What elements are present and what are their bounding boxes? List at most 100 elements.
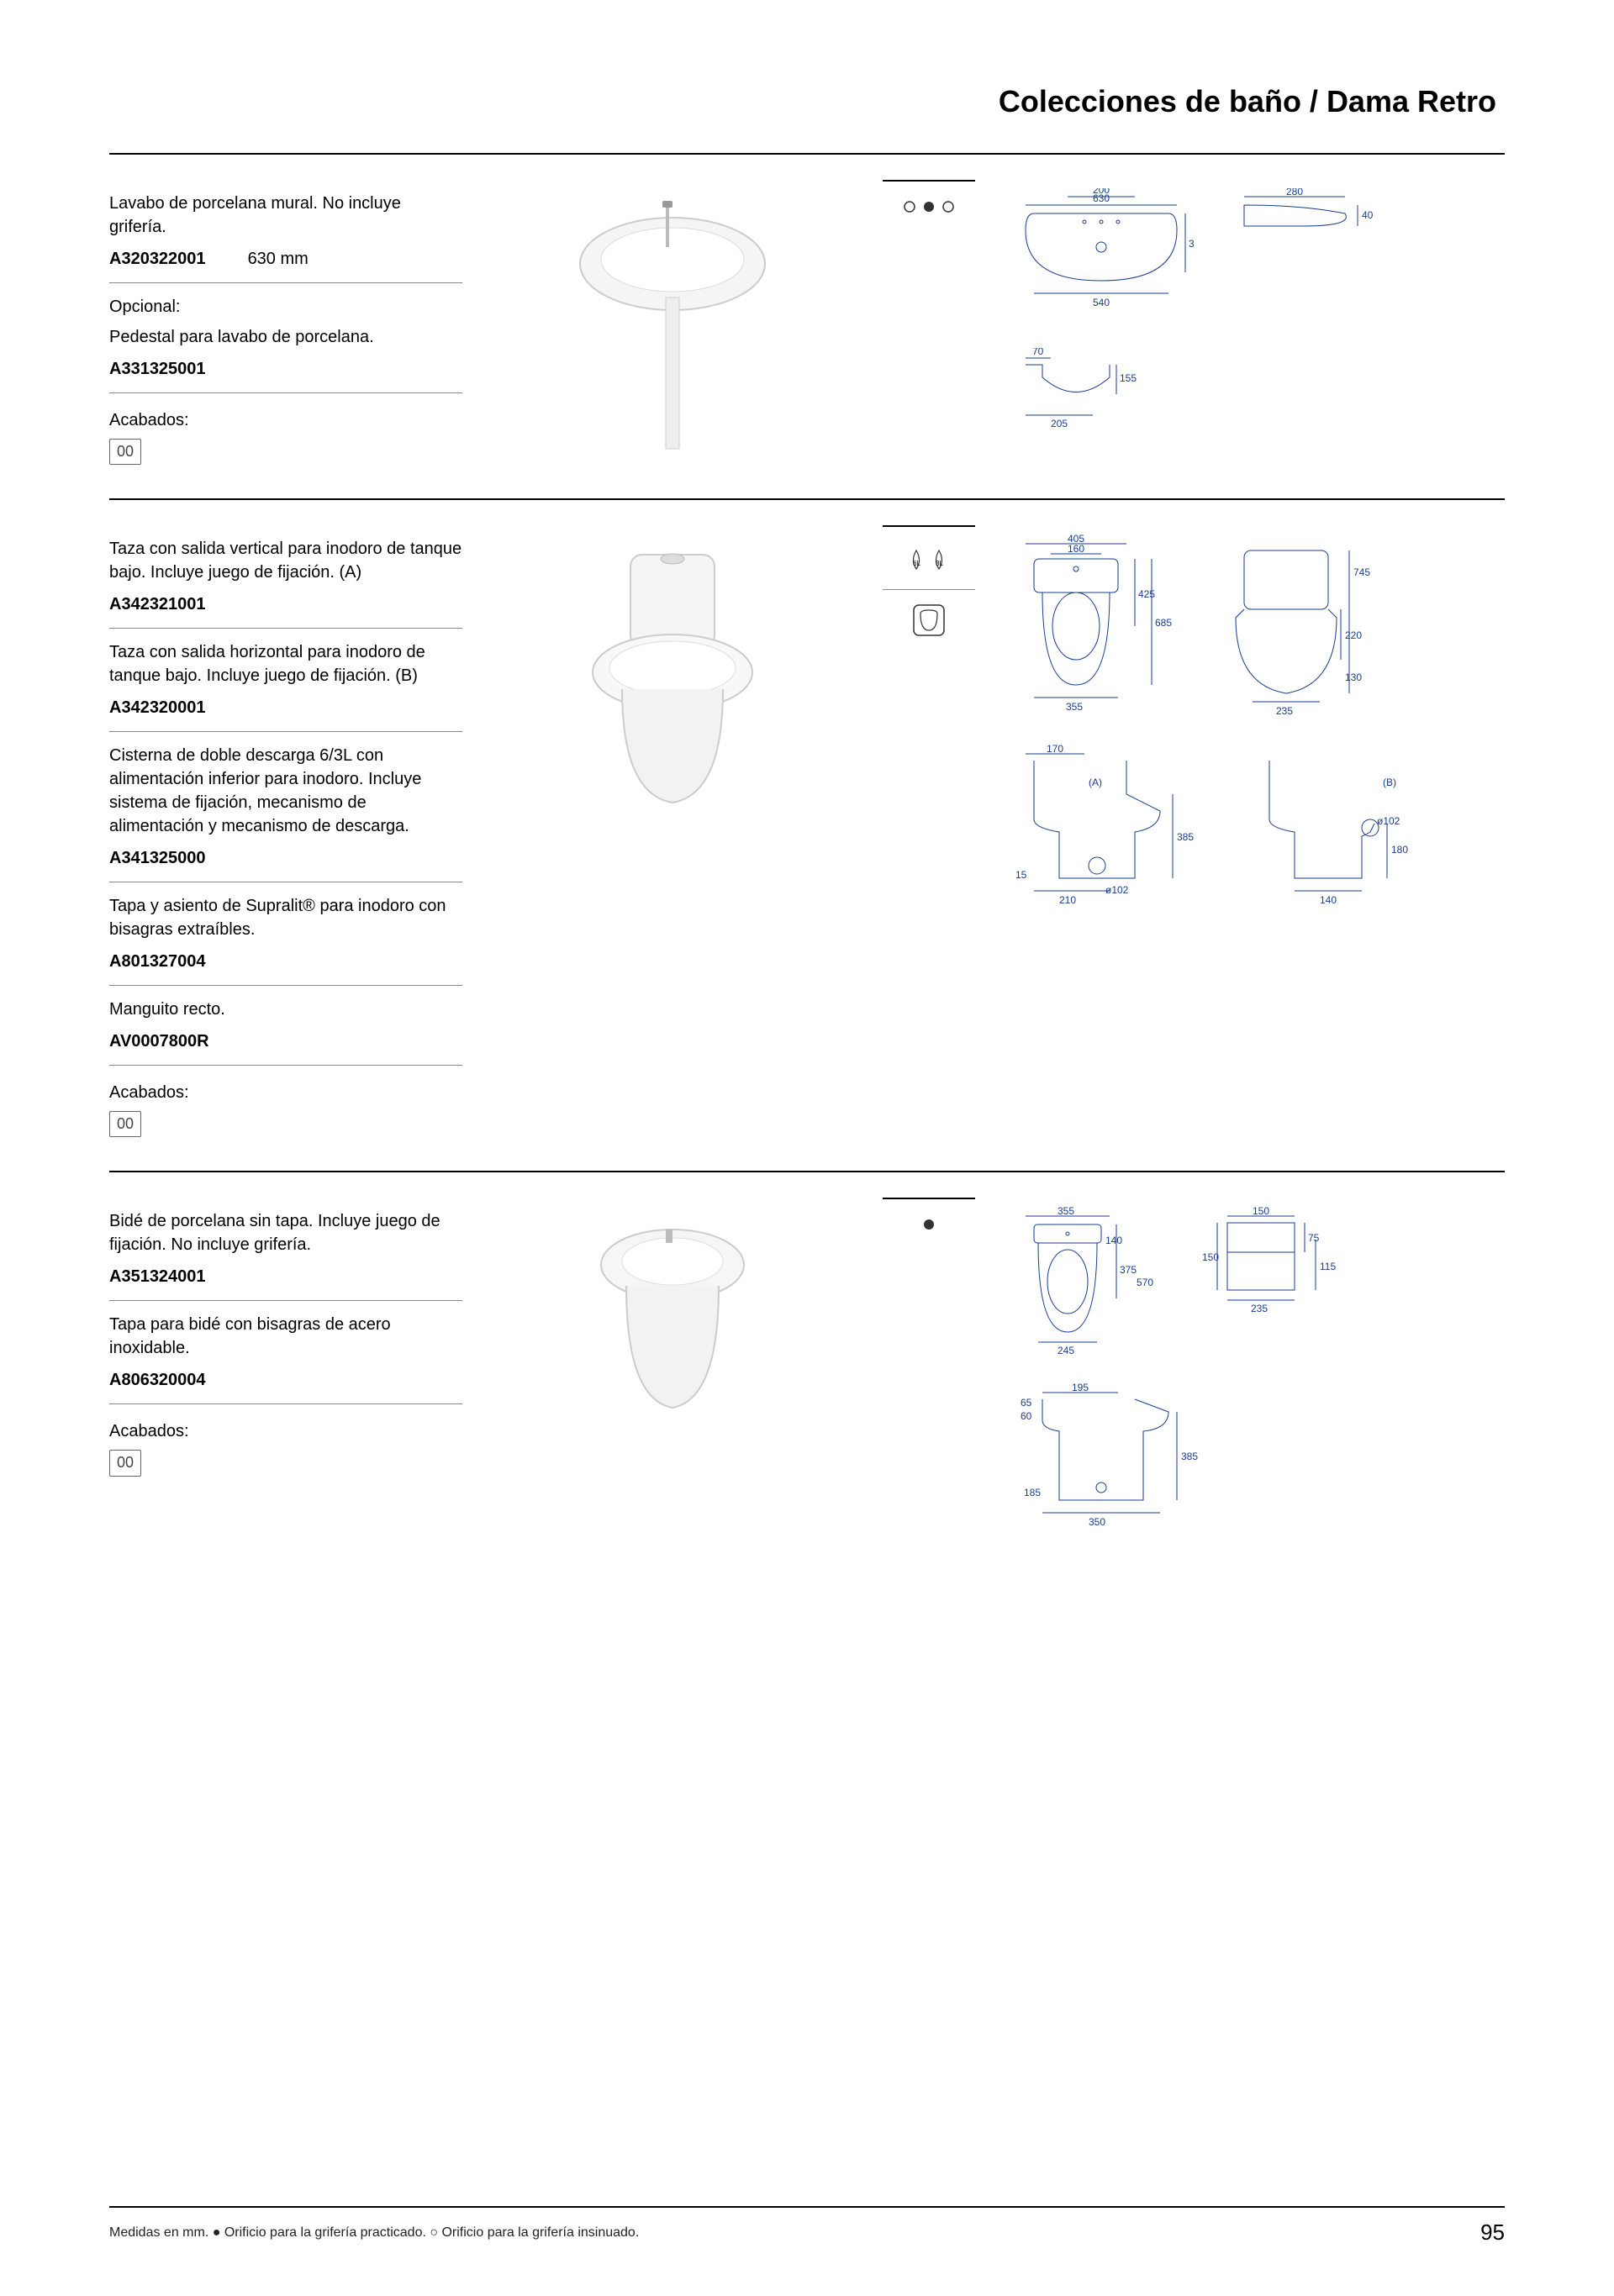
inodoro-a-code: A342321001	[109, 592, 462, 616]
manguito-desc: Manguito recto.	[109, 998, 462, 1021]
cisterna-code: A341325000	[109, 846, 462, 870]
svg-text:235: 235	[1276, 705, 1293, 717]
section-inodoro: Taza con salida vertical para inodoro de…	[109, 498, 1505, 1171]
faucet-holes-icon	[899, 198, 958, 215]
svg-text:ø102: ø102	[1377, 815, 1400, 827]
page-footer: Medidas en mm. ● Orificio para la grifer…	[109, 2206, 1505, 2246]
svg-text:180: 180	[1391, 844, 1408, 856]
svg-text:3L: 3L	[936, 560, 943, 567]
svg-text:220: 220	[1345, 629, 1362, 641]
optional-label: Opcional:	[109, 295, 462, 319]
bide-side-diagram: 195 65 60 385 185 350	[1009, 1382, 1210, 1534]
bide-image	[496, 1198, 849, 1534]
svg-text:115: 115	[1320, 1261, 1336, 1272]
acabados-label-2: Acabados:	[109, 1081, 462, 1104]
pedestal-code: A331325001	[109, 357, 462, 381]
svg-text:60: 60	[1021, 1410, 1032, 1422]
bide-text-column: Bidé de porcelana sin tapa. Incluye jueg…	[109, 1198, 462, 1534]
inodoro-side-a-diagram: (A) 170 385 15 210 ø102	[1009, 744, 1210, 912]
svg-text:65: 65	[1021, 1397, 1032, 1409]
svg-text:540: 540	[1093, 297, 1110, 308]
svg-text:210: 210	[1059, 894, 1076, 906]
svg-text:150: 150	[1202, 1251, 1219, 1263]
inodoro-side-b-diagram: (B) ø102 180 140	[1244, 744, 1429, 912]
svg-text:385: 385	[1181, 1451, 1198, 1462]
svg-text:(B): (B)	[1383, 777, 1396, 788]
pedestal-desc: Pedestal para lavabo de porcelana.	[109, 325, 462, 349]
svg-text:70: 70	[1032, 348, 1044, 357]
bide-tapa-desc: Tapa para bidé con bisagras de acero ino…	[109, 1313, 462, 1360]
svg-text:75: 75	[1308, 1232, 1320, 1244]
svg-text:40: 40	[1362, 209, 1374, 221]
bide-top2-diagram: 150 75 150 115 235	[1202, 1206, 1353, 1332]
tapa-desc: Tapa y asiento de Supralit® para inodoro…	[109, 894, 462, 941]
dual-flush-icon: 6L 3L	[904, 544, 954, 577]
cisterna-desc: Cisterna de doble descarga 6/3L con alim…	[109, 744, 462, 838]
lavabo-section-diagram: 70 155 205	[1009, 348, 1143, 432]
svg-text:200: 200	[1093, 188, 1110, 196]
tapa-code: A801327004	[109, 950, 462, 973]
footer-note: Medidas en mm. ● Orificio para la grifer…	[109, 2225, 639, 2241]
lavabo-diagram-col: 630 200 390 505 540 280 40	[1009, 180, 1505, 465]
inodoro-b-desc: Taza con salida horizontal para inodoro …	[109, 640, 462, 687]
bide-tapa-code: A806320004	[109, 1368, 462, 1392]
svg-text:140: 140	[1105, 1235, 1122, 1246]
svg-text:390: 390	[1189, 238, 1194, 250]
svg-text:130: 130	[1345, 671, 1362, 683]
lavabo-size: 630 mm	[248, 247, 309, 271]
svg-text:195: 195	[1072, 1382, 1089, 1393]
manguito-code: AV0007800R	[109, 1030, 462, 1053]
inodoro-image	[496, 525, 849, 1137]
svg-text:355: 355	[1066, 701, 1083, 713]
svg-text:385: 385	[1177, 831, 1194, 843]
lavabo-desc: Lavabo de porcelana mural. No incluye gr…	[109, 192, 462, 239]
svg-text:745: 745	[1353, 566, 1370, 578]
seat-icon	[910, 602, 947, 639]
svg-text:245: 245	[1058, 1345, 1074, 1356]
lavabo-side-profile-diagram: 280 40	[1227, 188, 1379, 247]
svg-text:570: 570	[1137, 1277, 1153, 1288]
svg-text:6L: 6L	[913, 560, 920, 567]
inodoro-a-desc: Taza con salida vertical para inodoro de…	[109, 537, 462, 584]
finish-code-3: 00	[109, 1450, 141, 1476]
inodoro-text-column: Taza con salida vertical para inodoro de…	[109, 525, 462, 1137]
svg-text:425: 425	[1138, 588, 1155, 600]
svg-text:350: 350	[1089, 1516, 1105, 1528]
svg-text:685: 685	[1155, 617, 1172, 629]
inodoro-top-diagram: 405 160 425 685 355	[1009, 534, 1177, 719]
inodoro-front-diagram: 745 220 130 235	[1210, 534, 1379, 719]
finish-code-1: 00	[109, 439, 141, 465]
bide-code: A351324001	[109, 1265, 462, 1288]
svg-text:205: 205	[1051, 418, 1068, 429]
svg-text:185: 185	[1024, 1487, 1041, 1498]
svg-text:170: 170	[1047, 744, 1063, 755]
svg-text:140: 140	[1320, 894, 1337, 906]
svg-text:355: 355	[1058, 1206, 1074, 1217]
svg-text:155: 155	[1120, 372, 1137, 384]
acabados-label-1: Acabados:	[109, 408, 462, 432]
bide-top-diagram: 355 140 375 570 245	[1009, 1206, 1168, 1357]
inodoro-b-code: A342320001	[109, 696, 462, 719]
svg-text:280: 280	[1286, 188, 1303, 197]
single-hole-icon	[920, 1216, 937, 1233]
svg-text:ø102: ø102	[1105, 884, 1129, 896]
bide-desc: Bidé de porcelana sin tapa. Incluye jueg…	[109, 1209, 462, 1256]
lavabo-code: A320322001	[109, 247, 206, 271]
acabados-label-3: Acabados:	[109, 1419, 462, 1443]
page-number: 95	[1480, 2220, 1505, 2246]
finish-code-2: 00	[109, 1111, 141, 1137]
svg-text:160: 160	[1068, 543, 1084, 555]
inodoro-diagram-col: 405 160 425 685 355	[1009, 525, 1505, 1137]
section-bide: Bidé de porcelana sin tapa. Incluye jueg…	[109, 1171, 1505, 1567]
lavabo-text-column: Lavabo de porcelana mural. No incluye gr…	[109, 180, 462, 465]
svg-text:375: 375	[1120, 1264, 1137, 1276]
section-lavabo: Lavabo de porcelana mural. No incluye gr…	[109, 153, 1505, 498]
svg-text:15: 15	[1015, 869, 1027, 881]
page-header-title: Colecciones de baño / Dama Retro	[109, 84, 1505, 119]
svg-text:(A): (A)	[1089, 777, 1102, 788]
bide-icon-col	[883, 1198, 975, 1534]
lavabo-image	[496, 180, 849, 465]
lavabo-top-diagram: 630 200 390 505 540	[1009, 188, 1194, 323]
lavabo-icon-col	[883, 180, 975, 465]
svg-text:235: 235	[1251, 1303, 1268, 1314]
